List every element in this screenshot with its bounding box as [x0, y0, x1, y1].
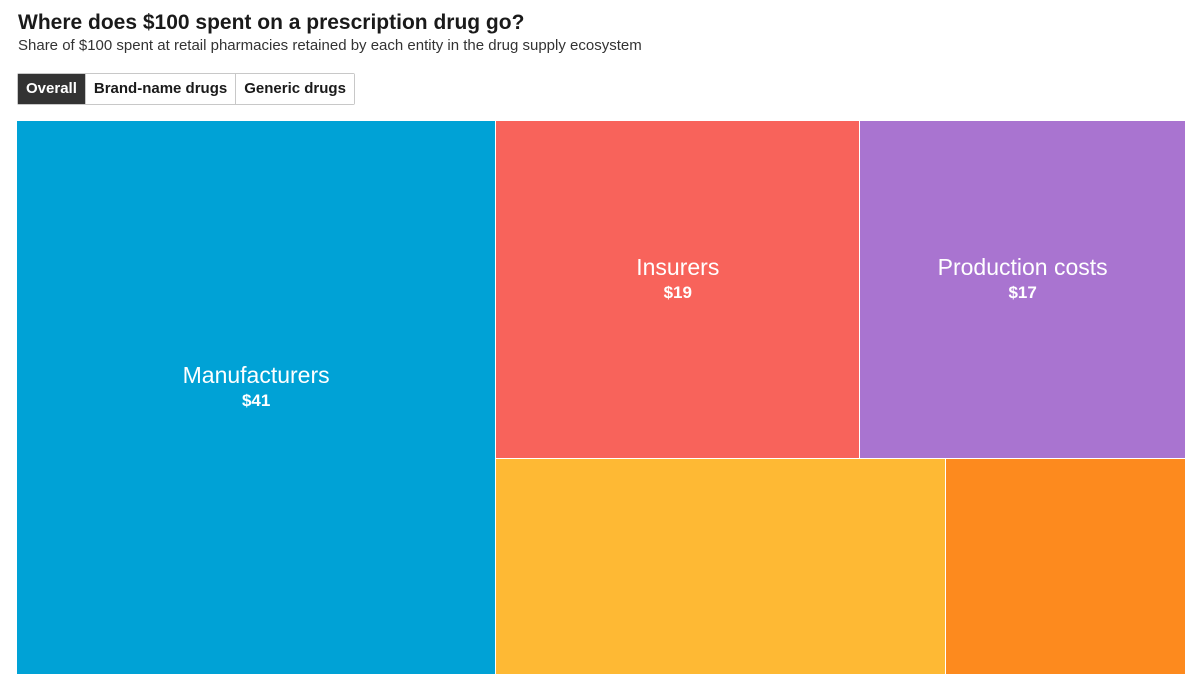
treemap-cell-production-costs[interactable]: Production costs $17: [860, 121, 1185, 459]
treemap-cell-insurers[interactable]: Insurers $19: [496, 121, 860, 459]
treemap-cell-manufacturers[interactable]: Manufacturers $41: [17, 121, 496, 674]
cell-name-label: Manufacturers: [182, 362, 330, 388]
cell-name-label: Production costs: [937, 254, 1108, 281]
cell-label-group: Manufacturers $41: [17, 361, 495, 413]
cell-value-label: $19: [663, 283, 692, 303]
treemap-cell-segment-4[interactable]: [496, 459, 946, 674]
view-tabs: Overall Brand-name drugs Generic drugs: [17, 73, 355, 105]
tab-overall[interactable]: Overall: [18, 74, 85, 104]
chart-subtitle: Share of $100 spent at retail pharmacies…: [18, 37, 642, 54]
tab-generic-drugs[interactable]: Generic drugs: [235, 74, 354, 104]
cell-label-group: Production costs $17: [860, 253, 1185, 305]
cell-name-label: Insurers: [636, 254, 720, 281]
cell-label-group: Insurers $19: [496, 253, 859, 305]
cell-value-label: $41: [241, 391, 271, 410]
tab-brand-name-drugs[interactable]: Brand-name drugs: [84, 74, 236, 104]
cell-value-label: $17: [1008, 283, 1037, 303]
chart-title: Where does $100 spent on a prescription …: [18, 11, 525, 34]
treemap-cell-segment-5[interactable]: [946, 459, 1185, 674]
treemap-chart: Manufacturers $41 Insurers $19 Production co…: [17, 121, 1186, 675]
